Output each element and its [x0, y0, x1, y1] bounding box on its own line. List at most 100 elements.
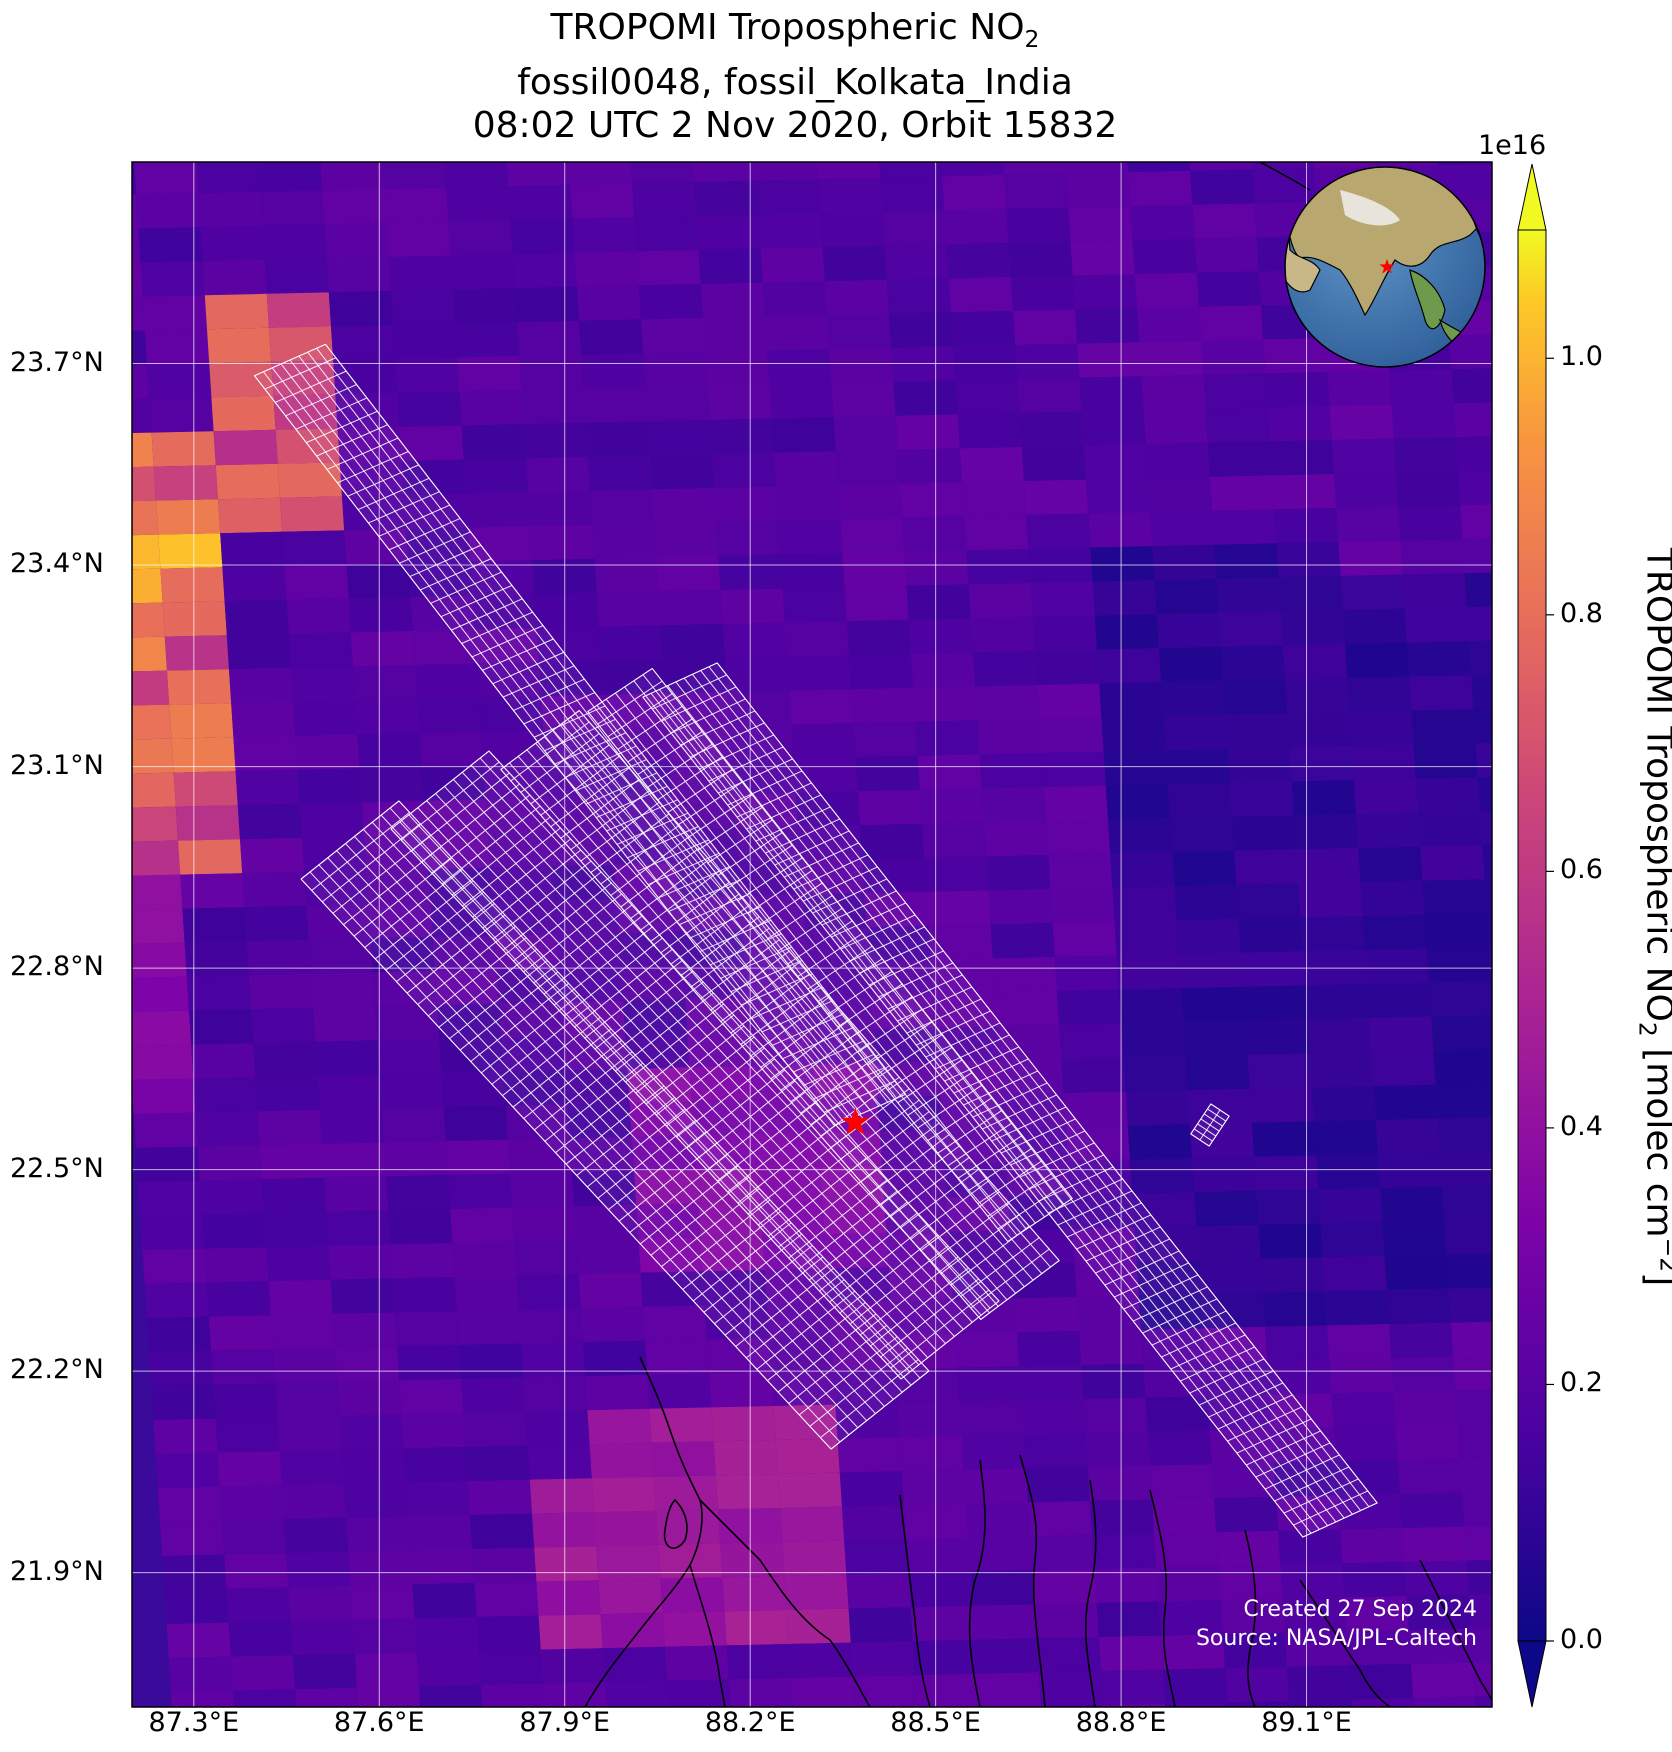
no2-pixel [160, 567, 225, 603]
no2-pixel [153, 465, 218, 501]
no2-pixel [1172, 850, 1237, 887]
no2-pixel [840, 517, 905, 554]
no2-pixel [257, 1109, 322, 1146]
no2-pixel [406, 527, 471, 563]
lat-tick-label: 22.8°N [10, 951, 104, 983]
no2-pixel [1194, 1190, 1259, 1227]
no2-pixel [906, 1537, 971, 1574]
no2-pixel [753, 1098, 818, 1134]
no2-pixel [594, 1510, 659, 1547]
no2-pixel [1389, 369, 1454, 405]
no2-pixel [180, 873, 245, 909]
no2-pixel [1575, 1318, 1639, 1353]
no2-pixel [521, 1342, 586, 1378]
no2-pixel [1418, 811, 1483, 847]
no2-pixel [715, 1474, 780, 1510]
no2-pixel [284, 564, 349, 600]
no2-pixel [414, 1617, 479, 1653]
no2-pixel [824, 279, 889, 316]
no2-pixel [567, 1102, 632, 1139]
no2-pixel [1327, 1324, 1392, 1360]
no2-pixel [456, 1309, 521, 1345]
no2-pixel [1380, 1186, 1445, 1222]
no2-pixel [1285, 678, 1350, 714]
no2-pixel [1098, 1635, 1163, 1671]
no2-pixel [780, 1506, 845, 1542]
no2-pixel [1196, 271, 1261, 307]
no2-pixel [310, 972, 375, 1008]
no2-pixel [1335, 1460, 1400, 1496]
lon-tick-label: 87.6°E [333, 1707, 425, 1738]
no2-pixel [1282, 1597, 1347, 1633]
colorbar-gradient [1518, 230, 1546, 1641]
no2-pixel [643, 352, 708, 388]
no2-pixel [1008, 241, 1073, 277]
no2-pixel [1373, 1084, 1438, 1120]
no2-pixel [651, 1441, 716, 1477]
no2-pixel [605, 1680, 669, 1707]
no2-pixel [968, 583, 1033, 619]
no2-pixel [1004, 173, 1069, 209]
no2-pixel [158, 533, 223, 569]
no2-pixel [224, 599, 289, 636]
no2-pixel [773, 1404, 838, 1440]
no2-pixel [583, 387, 648, 423]
no2-pixel [171, 737, 236, 773]
no2-pixel [286, 1551, 351, 1588]
no2-pixel [198, 191, 263, 228]
no2-pixel [281, 1483, 346, 1520]
no2-pixel [463, 1411, 528, 1447]
no2-pixel [132, 636, 167, 672]
no2-pixel [1154, 1532, 1219, 1568]
no2-pixel [592, 523, 657, 559]
no2-pixel [1249, 1087, 1314, 1123]
no2-pixel [970, 617, 1035, 653]
no2-pixel [919, 1742, 983, 1752]
no2-pixel [224, 1553, 289, 1589]
no2-pixel [540, 1648, 605, 1684]
no2-pixel [405, 1481, 470, 1517]
no2-pixel [974, 1638, 1039, 1674]
globe-outline [1284, 166, 1486, 368]
no2-pixel [789, 689, 854, 725]
no2-pixel [266, 1245, 331, 1282]
coastline [584, 162, 1492, 1707]
no2-pixel [477, 662, 542, 698]
no2-pixel [579, 319, 644, 355]
no2-pixel [1408, 1628, 1473, 1664]
no2-pixel [262, 224, 327, 260]
map-frame [131, 161, 1493, 1708]
no2-pixel [379, 1073, 444, 1109]
no2-pixel [381, 1107, 446, 1143]
no2-pixel [1551, 944, 1615, 979]
no2-pixel [1284, 1631, 1349, 1667]
no2-pixel [1034, 1603, 1099, 1639]
no2-pixel [534, 1546, 599, 1582]
no2-pixel [268, 1279, 333, 1316]
no2-pixel [776, 485, 841, 521]
no2-pixel [824, 1233, 889, 1269]
no2-pixel [275, 428, 340, 464]
no2-pixel-field [132, 162, 1639, 1752]
no2-pixel [1305, 984, 1370, 1020]
no2-pixel [729, 1678, 793, 1707]
no2-pixel [235, 1723, 299, 1752]
no2-pixel [536, 1580, 601, 1616]
no2-pixel [1411, 709, 1476, 745]
no2-pixel [1251, 1121, 1316, 1157]
no2-pixel [246, 939, 311, 976]
no2-pixel [966, 1502, 1031, 1538]
no2-pixel [134, 162, 199, 195]
no2-pixel [1296, 848, 1361, 884]
no2-pixel [350, 631, 415, 667]
no2-pixel [1066, 172, 1131, 208]
no2-pixel [1566, 1182, 1630, 1217]
lon-tick-label: 88.5°E [890, 1707, 981, 1738]
no2-pixel [1477, 776, 1492, 812]
no2-pixel [1451, 368, 1492, 404]
no2-pixel [1052, 921, 1117, 957]
no2-pixel [218, 497, 283, 534]
no2-pixel [1196, 1224, 1261, 1261]
no2-pixel [217, 1451, 282, 1487]
no2-pixel [787, 655, 852, 691]
